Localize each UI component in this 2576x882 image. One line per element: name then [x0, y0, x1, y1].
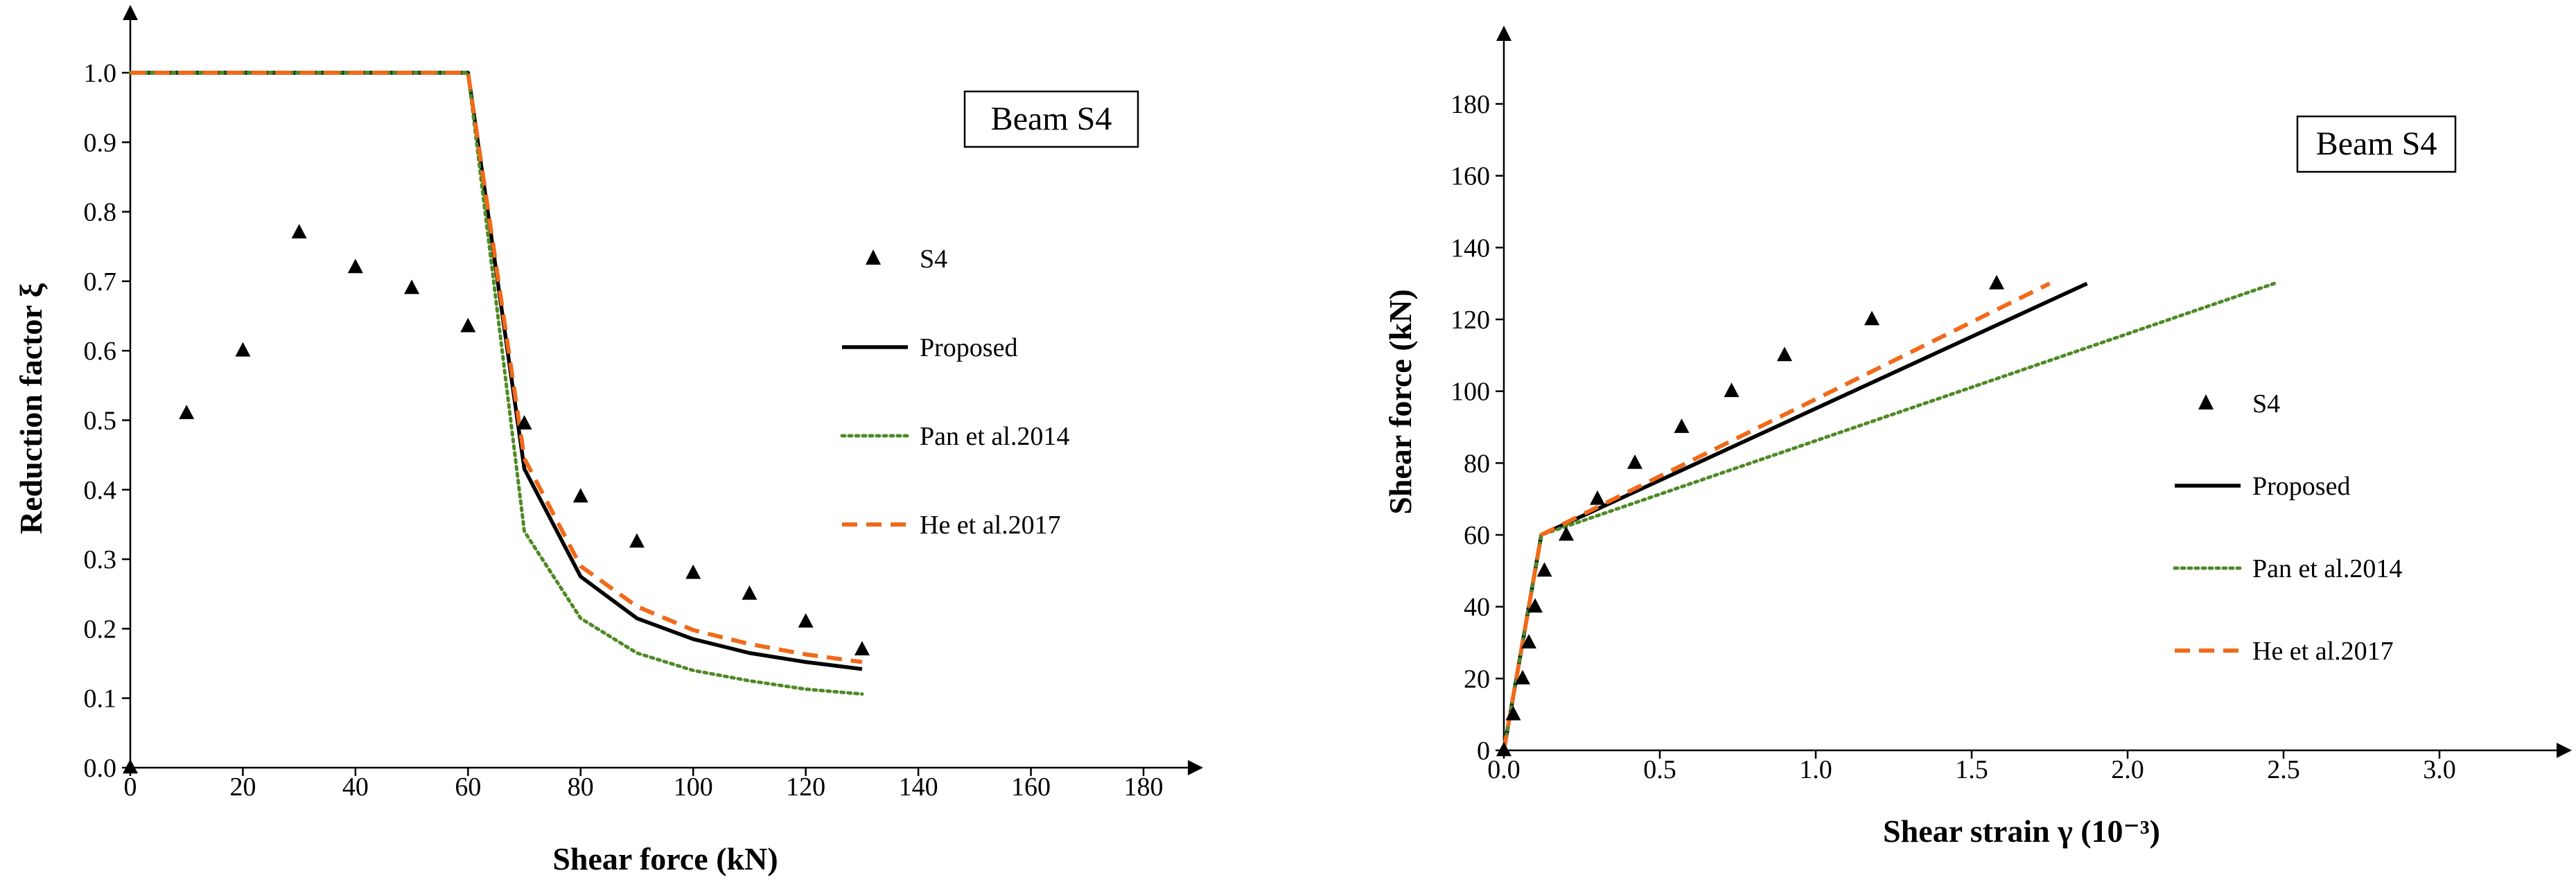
- proposed-line: [130, 71, 863, 671]
- s4-data-point: [798, 612, 814, 628]
- legend-label: Proposed: [2252, 472, 2350, 501]
- s4-data-point: [235, 342, 251, 357]
- legend-label: He et al.2017: [920, 511, 1061, 540]
- y-tick-label: 80: [1464, 449, 1490, 478]
- y-axis-title: Reduction factor ξ: [13, 283, 49, 534]
- x-tick-label: 1.0: [1799, 755, 1832, 784]
- s4-data-point: [1989, 274, 2004, 290]
- s4-data-point: [854, 641, 870, 655]
- y-tick-label: 20: [1464, 664, 1490, 694]
- s4-data-point: [347, 258, 363, 274]
- legend-s4-marker: [2198, 394, 2214, 409]
- x-tick-label: 1.5: [1955, 755, 1988, 784]
- he-et-al-2017-line: [1502, 281, 2051, 751]
- y-tick-label: 0.3: [84, 545, 117, 574]
- s4-data-point: [685, 564, 701, 579]
- legend-label: Proposed: [920, 333, 1017, 362]
- y-tick-label: 0.0: [84, 754, 117, 783]
- y-tick-label: 0.2: [84, 615, 117, 644]
- legend-label: S4: [2252, 389, 2280, 418]
- x-tick-label: 100: [674, 773, 713, 802]
- y-tick-label: 100: [1451, 378, 1490, 407]
- legend-label: S4: [920, 245, 947, 274]
- x-tick-label: 140: [899, 773, 938, 802]
- s4-data-point: [1627, 454, 1642, 469]
- s4-data-point: [1559, 526, 1574, 541]
- s4-data-point: [572, 488, 588, 503]
- x-tick-label: 120: [786, 773, 825, 802]
- y-tick-label: 0.7: [84, 267, 117, 297]
- annotation-label: Beam S4: [2316, 125, 2437, 162]
- y-tick-label: 0.8: [84, 198, 117, 227]
- x-tick-label: 2.0: [2111, 755, 2144, 784]
- x-tick-label: 40: [342, 773, 369, 802]
- s4-data-point: [460, 317, 476, 333]
- x-tick-label: 80: [568, 773, 594, 802]
- pan-et-al-2014-line: [1502, 281, 2276, 752]
- s4-data-point: [404, 279, 420, 294]
- x-tick-label: 0: [124, 773, 137, 802]
- x-axis-title: Shear force (kN): [552, 841, 778, 876]
- s4-data-point: [1590, 490, 1605, 505]
- y-tick-label: 120: [1451, 306, 1490, 335]
- s4-data-point: [629, 533, 645, 548]
- y-tick-label: 40: [1464, 593, 1490, 622]
- y-tick-label: 0.1: [84, 685, 117, 714]
- s4-data-point: [1777, 346, 1792, 362]
- y-tick-label: 0.5: [84, 407, 117, 436]
- s4-data-point: [1521, 634, 1536, 649]
- s4-data-point: [1536, 562, 1552, 577]
- s4-data-point: [1496, 741, 1512, 757]
- x-tick-label: 180: [1124, 773, 1164, 802]
- legend-label: He et al.2017: [2252, 637, 2394, 666]
- y-tick-label: 0.4: [84, 476, 117, 505]
- reduction-factor-chart: Shear force (kN) Reduction factor ξ Beam…: [13, 5, 1203, 876]
- x-tick-label: 60: [455, 773, 481, 802]
- legend-label: Pan et al.2014: [2252, 554, 2402, 583]
- y-tick-label: 0: [1477, 737, 1490, 766]
- s4-data-point: [1515, 669, 1530, 685]
- y-tick-label: 140: [1451, 233, 1490, 263]
- x-tick-label: 3.0: [2423, 755, 2456, 784]
- annotation-box: [963, 90, 1139, 148]
- s4-data-point: [1505, 705, 1521, 721]
- s4-data-point: [291, 224, 307, 239]
- x-tick-label: 20: [229, 773, 256, 802]
- he-et-al-2017-line: [130, 71, 863, 664]
- y-tick-label: 180: [1451, 90, 1490, 119]
- annotation-box: [2296, 115, 2457, 173]
- pan-et-al-2014-line: [128, 71, 864, 696]
- y-tick-label: 0.9: [84, 128, 117, 157]
- x-tick-label: 0.5: [1643, 755, 1676, 784]
- s4-data-point: [179, 405, 195, 419]
- x-axis-title: Shear strain γ (10⁻³): [1883, 813, 2160, 849]
- annotation-label: Beam S4: [991, 100, 1112, 137]
- legend-s4-marker: [866, 249, 881, 265]
- y-tick-label: 0.6: [84, 337, 117, 366]
- s4-data-point: [1864, 310, 1880, 326]
- s4-data-point: [742, 585, 757, 600]
- x-tick-label: 0.0: [1487, 755, 1521, 784]
- y-axis-title: Shear force (kN): [1383, 289, 1418, 514]
- x-tick-label: 2.5: [2267, 755, 2300, 784]
- s4-data-point: [123, 759, 138, 774]
- x-tick-label: 160: [1011, 773, 1051, 802]
- y-tick-label: 60: [1464, 521, 1490, 550]
- shear-force-chart: Shear strain γ (10⁻³) Shear force (kN) B…: [1383, 26, 2572, 849]
- s4-data-point: [1674, 418, 1690, 433]
- s4-data-point: [1724, 382, 1740, 398]
- s4-data-point: [516, 415, 532, 430]
- s4-data-point: [1527, 598, 1543, 613]
- y-tick-label: 1.0: [84, 59, 117, 88]
- legend-label: Pan et al.2014: [920, 422, 1069, 451]
- y-tick-label: 160: [1451, 162, 1490, 191]
